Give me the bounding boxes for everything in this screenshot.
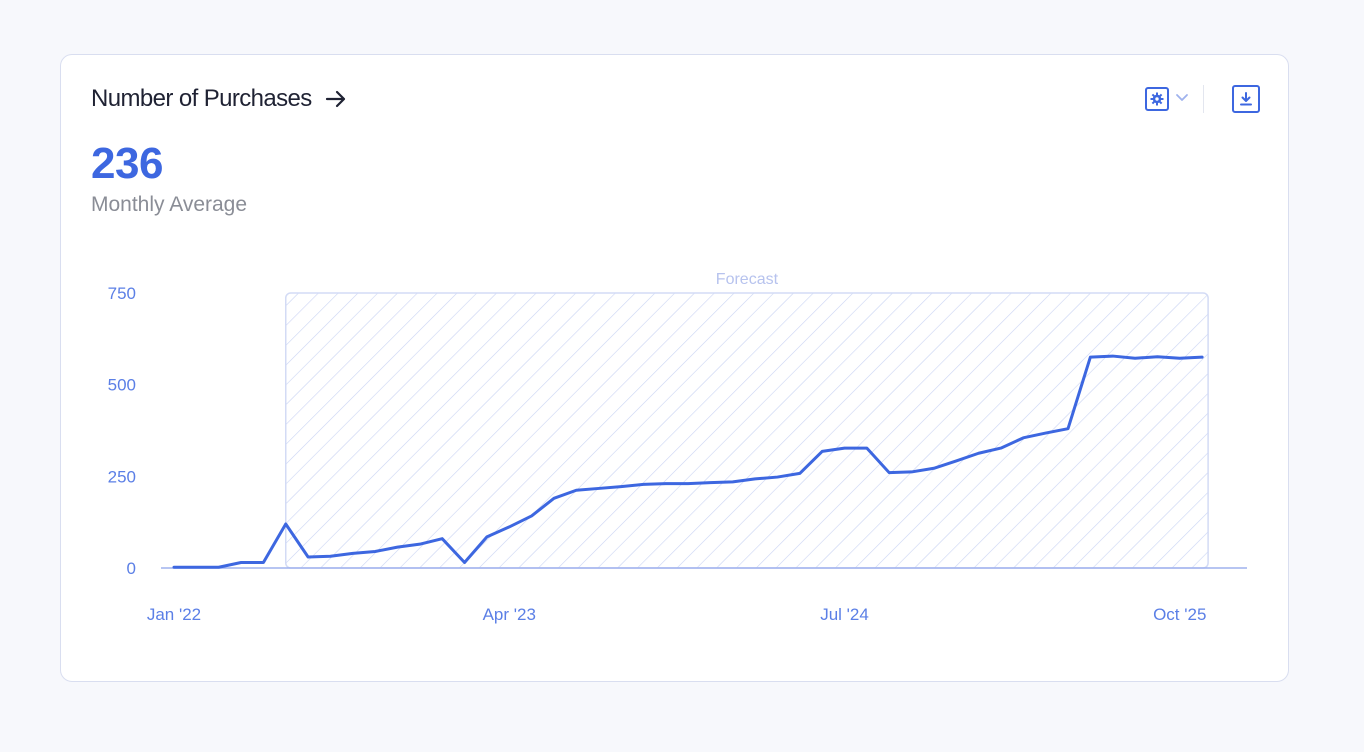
data-point[interactable]: [686, 482, 690, 486]
data-point[interactable]: [999, 446, 1003, 450]
data-point[interactable]: [597, 486, 601, 490]
data-point[interactable]: [552, 496, 556, 500]
data-point[interactable]: [753, 477, 757, 481]
data-point[interactable]: [731, 480, 735, 484]
data-point[interactable]: [775, 475, 779, 479]
forecast-region: [285, 292, 1209, 569]
data-point[interactable]: [977, 451, 981, 455]
data-point[interactable]: [396, 545, 400, 549]
data-point[interactable]: [932, 466, 936, 470]
data-point[interactable]: [1178, 356, 1182, 360]
settings-button[interactable]: [1145, 87, 1189, 111]
data-point[interactable]: [1088, 355, 1092, 359]
y-tick-label: 750: [108, 284, 136, 303]
card-title[interactable]: Number of Purchases: [91, 85, 312, 112]
download-icon: [1238, 91, 1254, 107]
data-point[interactable]: [463, 561, 467, 565]
gear-icon: [1145, 87, 1169, 111]
data-point[interactable]: [910, 470, 914, 474]
data-point[interactable]: [1133, 356, 1137, 360]
purchases-card: Number of Purchases 236 Monthly Average: [60, 54, 1289, 682]
data-point[interactable]: [1066, 427, 1070, 431]
data-point[interactable]: [485, 535, 489, 539]
card-header: Number of Purchases: [91, 85, 348, 113]
data-point[interactable]: [1200, 355, 1204, 359]
data-point[interactable]: [1044, 431, 1048, 435]
data-point[interactable]: [418, 542, 422, 546]
data-point[interactable]: [306, 555, 310, 559]
x-tick-label: Oct '25: [1153, 605, 1206, 624]
forecast-label: Forecast: [716, 271, 779, 288]
data-point[interactable]: [887, 471, 891, 475]
data-point[interactable]: [641, 482, 645, 486]
data-point[interactable]: [194, 565, 198, 569]
data-point[interactable]: [328, 554, 332, 558]
data-point[interactable]: [798, 471, 802, 475]
metric-label: Monthly Average: [91, 193, 248, 216]
data-point[interactable]: [530, 514, 534, 518]
download-button[interactable]: [1232, 85, 1260, 113]
y-tick-label: 0: [127, 559, 136, 578]
data-point[interactable]: [664, 482, 668, 486]
data-point[interactable]: [440, 537, 444, 541]
data-point[interactable]: [261, 561, 265, 565]
data-point[interactable]: [373, 550, 377, 554]
data-point[interactable]: [820, 449, 824, 453]
card-toolbar: [1145, 85, 1260, 113]
data-point[interactable]: [507, 525, 511, 529]
series-line: [172, 354, 1204, 569]
data-point[interactable]: [217, 565, 221, 569]
data-point[interactable]: [172, 565, 176, 569]
metric-value: 236: [91, 139, 163, 188]
x-tick-label: Apr '23: [483, 605, 536, 624]
y-tick-label: 500: [108, 376, 136, 395]
data-point[interactable]: [865, 446, 869, 450]
data-point[interactable]: [239, 561, 243, 565]
x-tick-label: Jul '24: [820, 605, 869, 624]
x-tick-label: Jan '22: [147, 605, 201, 624]
purchases-chart: Forecast 0 250 500 750 Jan '22 Apr '23 Jul '24…: [108, 271, 1247, 624]
data-point[interactable]: [954, 459, 958, 463]
arrow-right-icon[interactable]: [324, 87, 348, 111]
y-tick-label: 250: [108, 467, 136, 486]
chevron-down-icon: [1175, 90, 1189, 109]
data-point[interactable]: [351, 551, 355, 555]
data-point[interactable]: [619, 485, 623, 489]
data-point[interactable]: [843, 446, 847, 450]
data-point[interactable]: [1111, 354, 1115, 358]
data-point[interactable]: [1155, 355, 1159, 359]
data-point[interactable]: [708, 481, 712, 485]
data-point[interactable]: [284, 522, 288, 526]
data-point[interactable]: [574, 488, 578, 492]
data-point[interactable]: [1021, 436, 1025, 440]
toolbar-divider: [1203, 85, 1204, 113]
